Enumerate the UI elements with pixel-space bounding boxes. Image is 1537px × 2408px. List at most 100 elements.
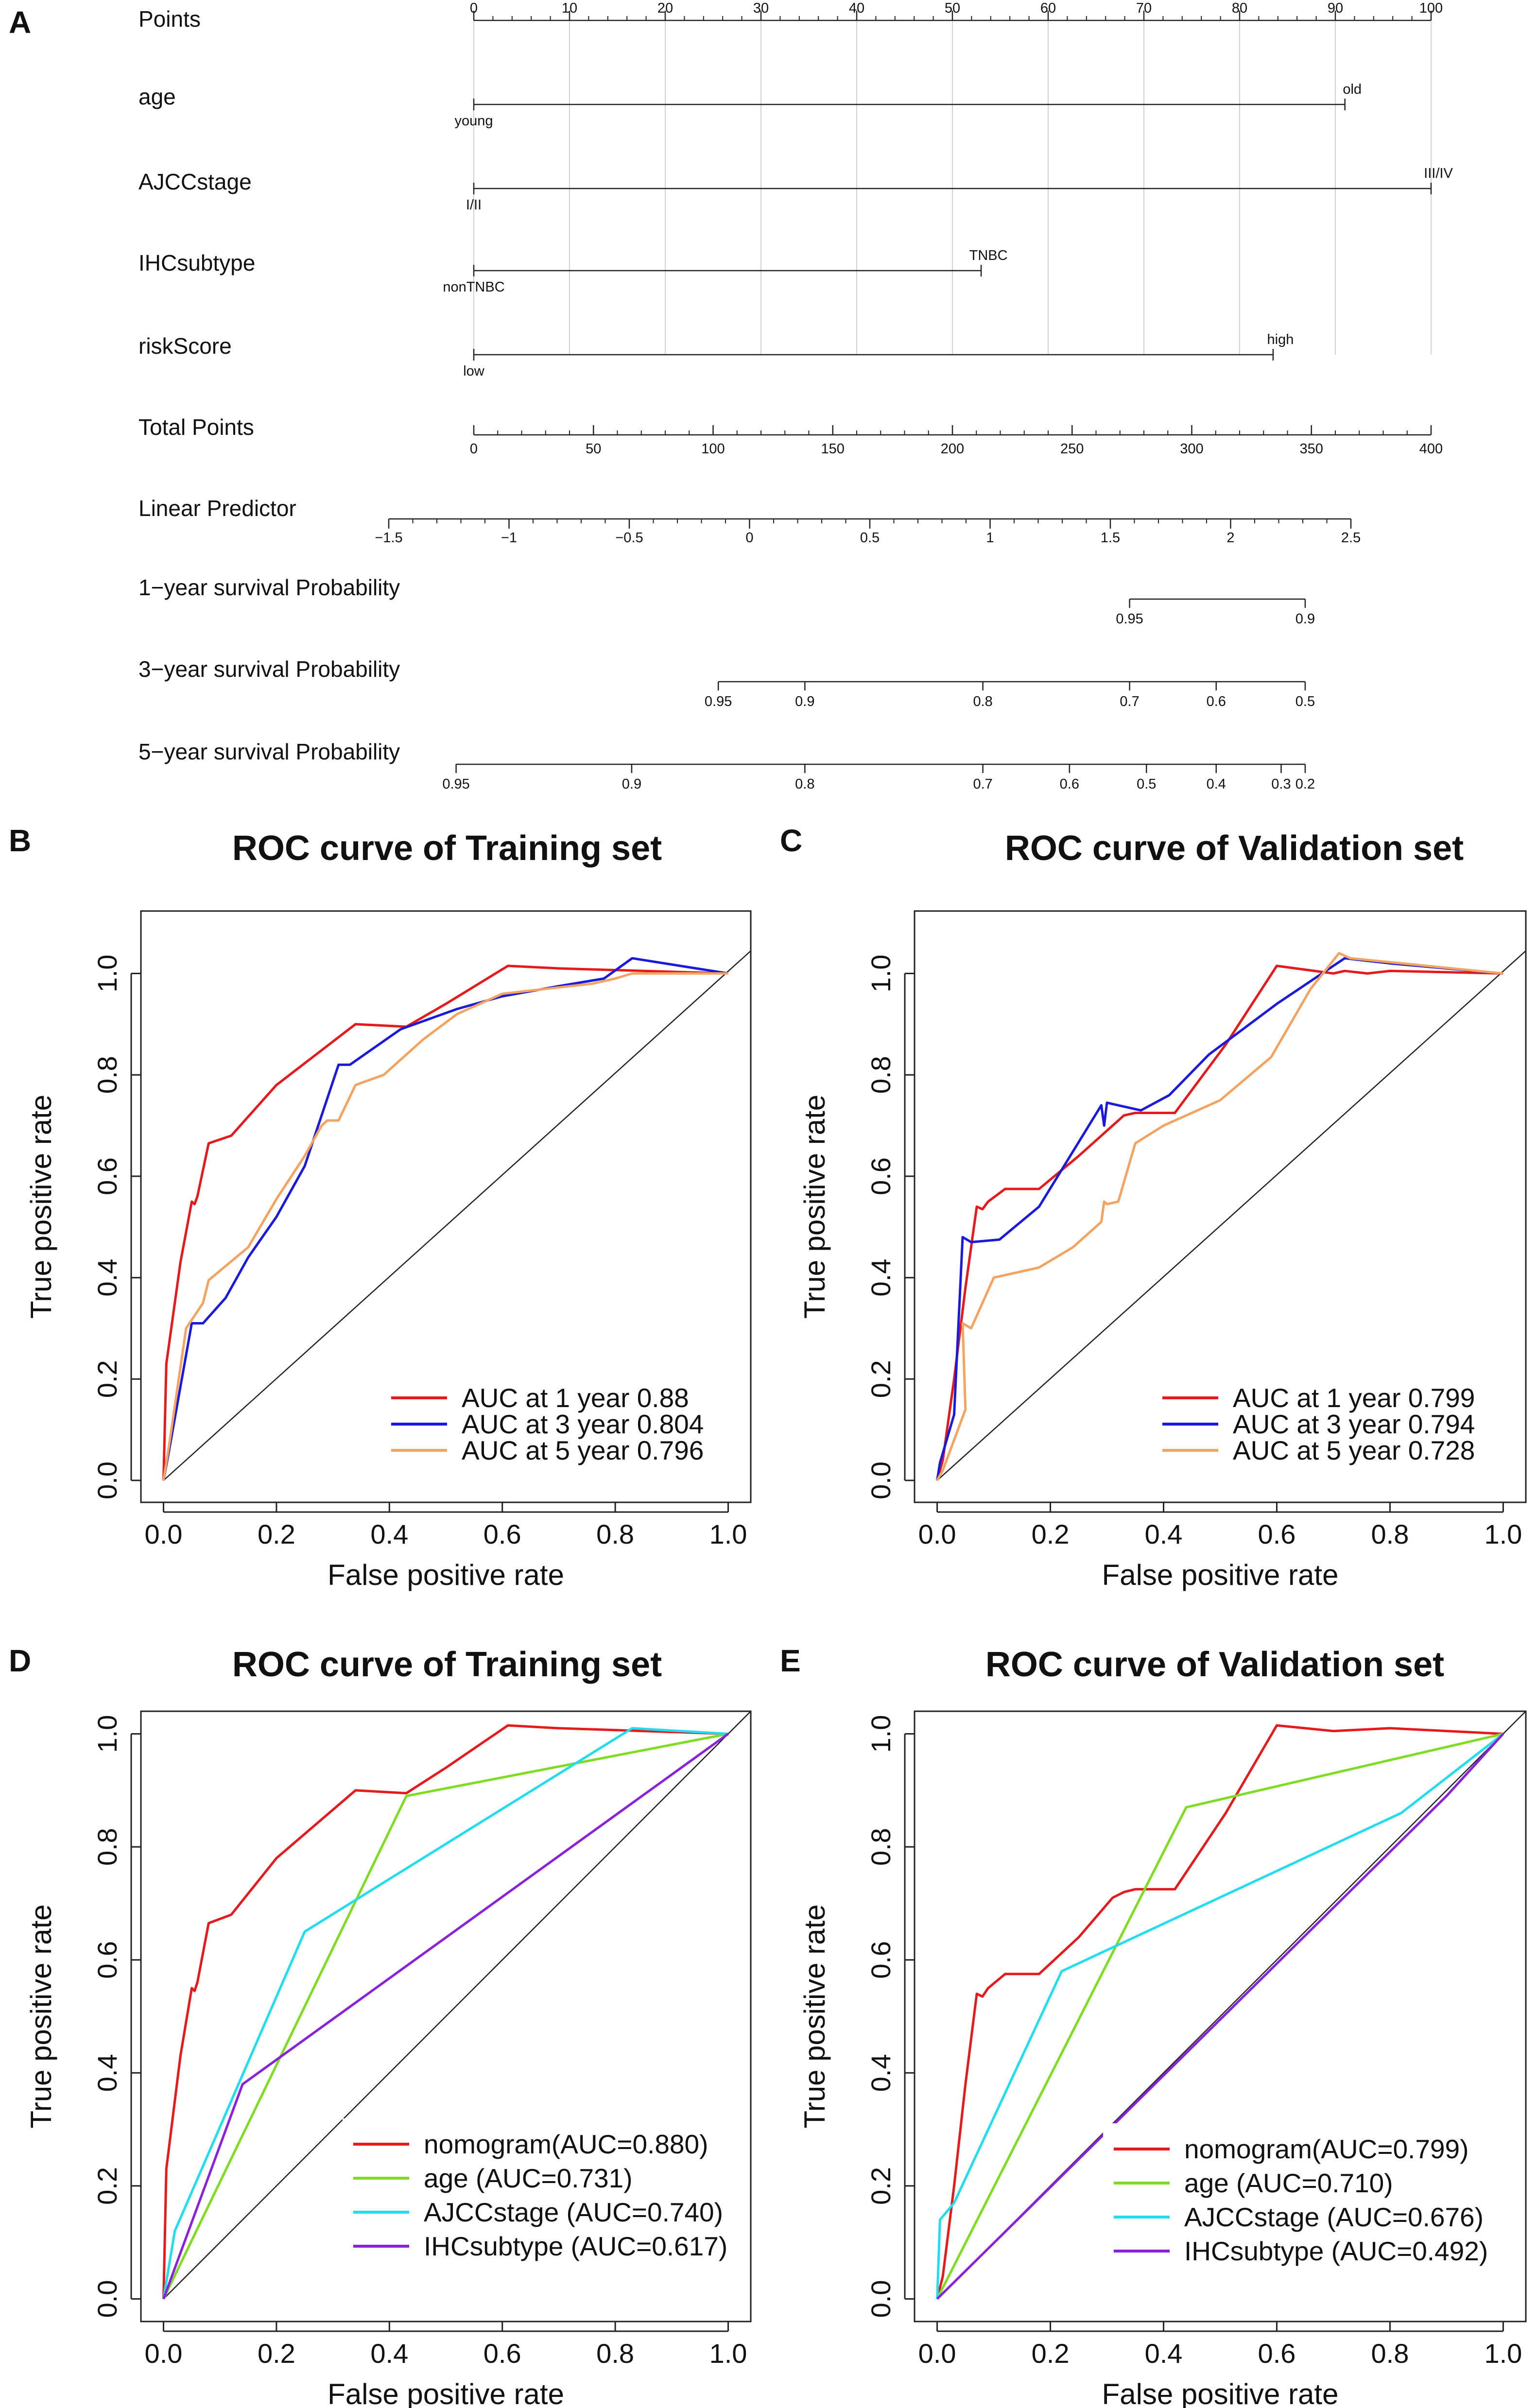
y-tick-label: 0.6 — [865, 1157, 896, 1195]
tick-label: 0.7 — [1120, 694, 1139, 709]
nomogram-gridlines — [473, 20, 1432, 355]
series-line-2 — [162, 1733, 728, 2300]
row-label: IHCsubtype — [138, 250, 255, 275]
nomogram-row-surv1: 1−year survival Probability 0.95 0.9 — [138, 575, 1315, 627]
legend: nomogram(AUC=0.799) age (AUC=0.710) AJCCst… — [1103, 2123, 1525, 2271]
tick-label: 90 — [1328, 0, 1343, 16]
legend-label: nomogram(AUC=0.799) — [1184, 2134, 1468, 2164]
chart-title: ROC curve of Validation set — [985, 1645, 1444, 1684]
y-tick-label: 0.0 — [92, 1462, 122, 1499]
series-line-3 — [162, 1727, 728, 2299]
legend-box — [1103, 2123, 1525, 2271]
y-tick-label: 1.0 — [92, 1715, 122, 1753]
tick-label: 0.6 — [1060, 776, 1079, 792]
tick-label: 150 — [821, 441, 845, 457]
tick-label: 0.95 — [1116, 611, 1143, 627]
row-label: Total Points — [138, 414, 254, 440]
series-line-1 — [162, 964, 728, 1480]
row-label: Linear Predictor — [138, 496, 296, 521]
x-tick-label: 1.0 — [1484, 2338, 1522, 2369]
tick-label: 30 — [753, 0, 769, 16]
roc-panels: B ROC curve of Training set 0.0 0.2 0.4 0.6 0.… — [9, 823, 1527, 2408]
roc-panel-e: E ROC curve of Validation set 0.0 0.2 0.4 0.6… — [780, 1643, 1527, 2408]
series-line-2 — [162, 957, 728, 1481]
nomogram-row-risk: riskScore low high — [138, 332, 1294, 379]
category-low-label: young — [454, 113, 493, 129]
tick-label: 0.95 — [442, 776, 469, 792]
tick-label: 0.6 — [1207, 694, 1226, 709]
x-tick-label: 0.4 — [1145, 1519, 1183, 1549]
x-tick-label: 0.8 — [596, 2338, 634, 2369]
panel-letter-e: E — [780, 1643, 801, 1678]
tick-label: 0.9 — [622, 776, 641, 792]
y-tick-label: 0.2 — [92, 1360, 122, 1398]
nomogram-row-ihc: IHCsubtype nonTNBC TNBC — [138, 248, 1008, 295]
nomogram-row-total: Total Points 0 50 100 150 200 250 300 350 400 — [138, 414, 1443, 457]
legend-label: age (AUC=0.731) — [424, 2163, 633, 2193]
x-tick-label: 1.0 — [709, 2338, 747, 2369]
legend-label: AUC at 5 year 0.796 — [462, 1435, 704, 1465]
legend-label: age (AUC=0.710) — [1184, 2168, 1393, 2198]
y-tick-label: 0.0 — [865, 1462, 896, 1499]
y-tick-label: 0.8 — [92, 1056, 122, 1094]
series-line-1 — [936, 964, 1503, 1481]
y-tick-label: 0.4 — [865, 1259, 896, 1297]
tick-label: 1.5 — [1101, 530, 1120, 546]
y-axis-label: True positive rate — [798, 1095, 831, 1319]
x-tick-label: 0.2 — [1032, 2338, 1070, 2369]
tick-label: 0 — [470, 441, 478, 457]
tick-label: 0.3 — [1271, 776, 1291, 792]
legend-label: AUC at 3 year 0.794 — [1233, 1409, 1475, 1439]
plot-frame — [914, 1710, 1527, 2322]
legend-label: AUC at 1 year 0.799 — [1233, 1383, 1475, 1413]
legend-label: AUC at 3 year 0.804 — [462, 1409, 704, 1439]
roc-panel-c: C ROC curve of Validation set 0.0 0.2 0.4 0.6… — [780, 823, 1527, 1591]
tick-label: 0 — [745, 530, 753, 546]
category-high-label: old — [1343, 82, 1362, 97]
legend: nomogram(AUC=0.880) age (AUC=0.731) AJCCst… — [343, 2118, 750, 2266]
nomogram-row-age: age young old — [138, 82, 1362, 129]
roc-panel-d: D ROC curve of Training set 0.0 0.2 0.4 0.6 0.… — [9, 1643, 752, 2408]
tick-label: 250 — [1060, 441, 1084, 457]
y-tick-label: 0.8 — [865, 1056, 896, 1094]
chart-title: ROC curve of Training set — [232, 829, 662, 868]
tick-label: 0 — [470, 0, 478, 16]
diagonal-reference-line — [936, 950, 1526, 1481]
x-tick-label: 0.6 — [484, 2338, 521, 2369]
tick-label: 100 — [701, 441, 725, 457]
tick-label: 20 — [657, 0, 673, 16]
y-tick-label: 0.8 — [92, 1828, 122, 1866]
y-tick-label: 0.2 — [92, 2167, 122, 2205]
nomogram-row-lp: Linear Predictor −1.5 −1 −0.5 0 0.5 1 1.5 2 2.5 — [138, 496, 1361, 546]
x-tick-label: 0.6 — [484, 1519, 521, 1549]
tick-label: 80 — [1232, 0, 1247, 16]
tick-label: 100 — [1419, 0, 1443, 16]
nomogram-row-points: Points 0 10 20 30 40 50 60 70 80 90 100 — [138, 0, 1443, 32]
tick-label: 50 — [586, 441, 601, 457]
tick-label: 400 — [1419, 441, 1443, 457]
legend-label: AUC at 1 year 0.88 — [462, 1383, 689, 1413]
y-tick-label: 0.4 — [865, 2054, 896, 2092]
tick-label: 0.5 — [860, 530, 880, 546]
tick-label: 0.5 — [1295, 694, 1315, 709]
x-tick-label: 0.4 — [370, 1519, 408, 1549]
series-line-3 — [936, 952, 1503, 1481]
y-tick-label: 0.0 — [865, 2280, 896, 2318]
panel-letter-a: A — [9, 5, 31, 40]
y-tick-label: 0.2 — [865, 1360, 896, 1398]
x-tick-label: 0.0 — [145, 1519, 183, 1549]
tick-label: 10 — [562, 0, 577, 16]
panel-letter-c: C — [780, 823, 802, 858]
x-tick-label: 1.0 — [709, 1519, 747, 1549]
tick-label: 50 — [945, 0, 960, 16]
row-label: AJCCstage — [138, 169, 252, 194]
row-label: age — [138, 84, 176, 109]
row-label: riskScore — [138, 333, 232, 359]
y-tick-label: 0.6 — [865, 1941, 896, 1979]
legend-label: nomogram(AUC=0.880) — [424, 2129, 708, 2159]
tick-label: 0.8 — [795, 776, 814, 792]
tick-label: 300 — [1180, 441, 1203, 457]
series-line-1 — [936, 1724, 1503, 2300]
